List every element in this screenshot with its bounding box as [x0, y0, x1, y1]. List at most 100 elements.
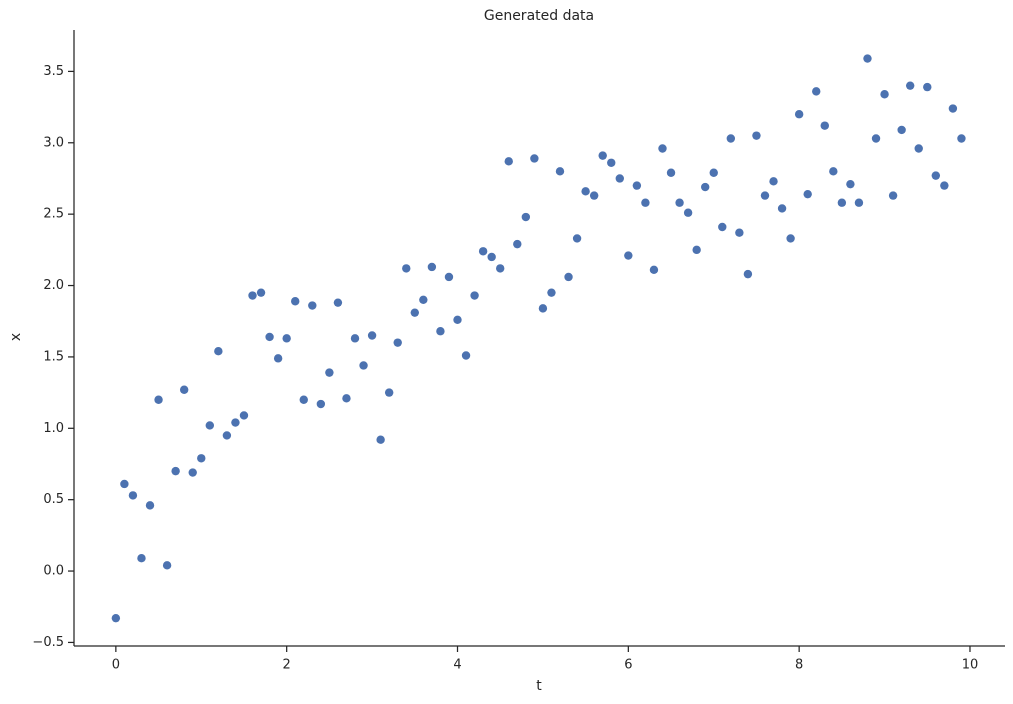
scatter-point [769, 177, 778, 186]
x-axis-label: t [536, 678, 542, 694]
scatter-point [820, 121, 829, 130]
scatter-point [880, 90, 889, 99]
scatter-point [666, 168, 676, 177]
y-tick-label: 0.0 [43, 564, 64, 579]
scatter-point [530, 154, 539, 163]
scatter-point [154, 395, 163, 404]
scatter-point [496, 264, 505, 273]
y-tick-label: 0.5 [43, 492, 64, 507]
scatter-point [179, 385, 189, 394]
scatter-point [402, 264, 411, 273]
y-tick-label: 1.0 [43, 421, 64, 436]
scatter-point [197, 454, 206, 463]
scatter-point [871, 134, 881, 143]
scatter-point [718, 222, 727, 232]
scatter-point [735, 228, 744, 237]
scatter-point [137, 554, 146, 563]
scatter-point [419, 295, 428, 305]
x-tick-label: 4 [453, 658, 461, 673]
scatter-point [256, 288, 266, 297]
x-tick-label: 8 [795, 658, 803, 673]
scatter-point [282, 334, 291, 343]
scatter-point [854, 198, 864, 207]
scatter-point [299, 395, 308, 404]
y-axis-label: x [8, 333, 24, 341]
scatter-point [897, 125, 906, 135]
scatter-point [675, 198, 684, 207]
scatter-point [624, 251, 633, 260]
scatter-point [794, 110, 804, 119]
scatter-point [948, 104, 958, 113]
scatter-point [743, 269, 753, 279]
scatter-point [658, 144, 667, 153]
scatter-point [128, 491, 138, 500]
scatter-point [316, 399, 326, 409]
y-tick-label: 2.0 [43, 278, 64, 293]
scatter-point [931, 171, 941, 180]
scatter-point [726, 134, 736, 143]
y-tick-label: 1.5 [43, 349, 64, 364]
x-tick-label: 2 [283, 658, 291, 673]
scatter-point [641, 198, 650, 207]
scatter-point [145, 501, 155, 510]
scatter-point [572, 234, 582, 243]
scatter-point [513, 239, 522, 249]
y-tick-label: 3.0 [43, 135, 64, 150]
scatter-point [444, 272, 454, 282]
scatter-point [393, 338, 402, 347]
scatter-point [342, 394, 351, 403]
scatter-point [803, 189, 812, 199]
scatter-point [940, 181, 949, 190]
scatter-point [478, 247, 488, 256]
scatter-point [709, 168, 718, 177]
scatter-point [957, 134, 966, 143]
x-tick-label: 10 [962, 658, 979, 673]
scatter-point [555, 167, 565, 176]
scatter-point [547, 288, 556, 297]
y-tick-label: −0.5 [32, 635, 64, 650]
scatter-point [487, 252, 496, 262]
scatter-point [359, 361, 368, 370]
scatter-point [837, 198, 847, 207]
scatter-point [581, 187, 590, 196]
scatter-point [863, 54, 872, 63]
scatter-point [436, 327, 445, 336]
scatter-point [222, 431, 232, 440]
scatter-point [914, 144, 923, 153]
scatter-point [461, 351, 471, 360]
scatter-point [888, 191, 898, 200]
scatter-point [521, 212, 531, 222]
scatter-point [470, 291, 479, 300]
scatter-point [427, 262, 437, 272]
scatter-point [829, 167, 838, 176]
scatter-point [692, 245, 701, 255]
scatter-point [350, 334, 360, 343]
scatter-point [291, 297, 300, 306]
x-tick-label: 6 [624, 658, 632, 673]
scatter-point [760, 191, 770, 200]
scatter-point [923, 82, 932, 92]
scatter-point [752, 131, 761, 140]
scatter-point [162, 561, 172, 570]
scatter-point [453, 315, 462, 324]
scatter-point [367, 331, 377, 340]
scatter-point [615, 174, 624, 183]
scatter-point [111, 613, 121, 623]
scatter-point [589, 191, 599, 200]
scatter-point [376, 435, 385, 444]
scatter-point [384, 388, 394, 397]
scatter-point [205, 421, 215, 430]
scatter-point [538, 304, 548, 313]
scatter-point [701, 182, 710, 192]
scatter-point [273, 354, 283, 363]
scatter-point [214, 347, 223, 356]
chart-title: Generated data [484, 8, 594, 24]
scatter-point [308, 301, 317, 310]
scatter-point [812, 87, 821, 96]
scatter-point [333, 298, 343, 307]
scatter-point [248, 291, 257, 300]
scatter-point [786, 234, 795, 243]
scatter-point [777, 204, 787, 213]
